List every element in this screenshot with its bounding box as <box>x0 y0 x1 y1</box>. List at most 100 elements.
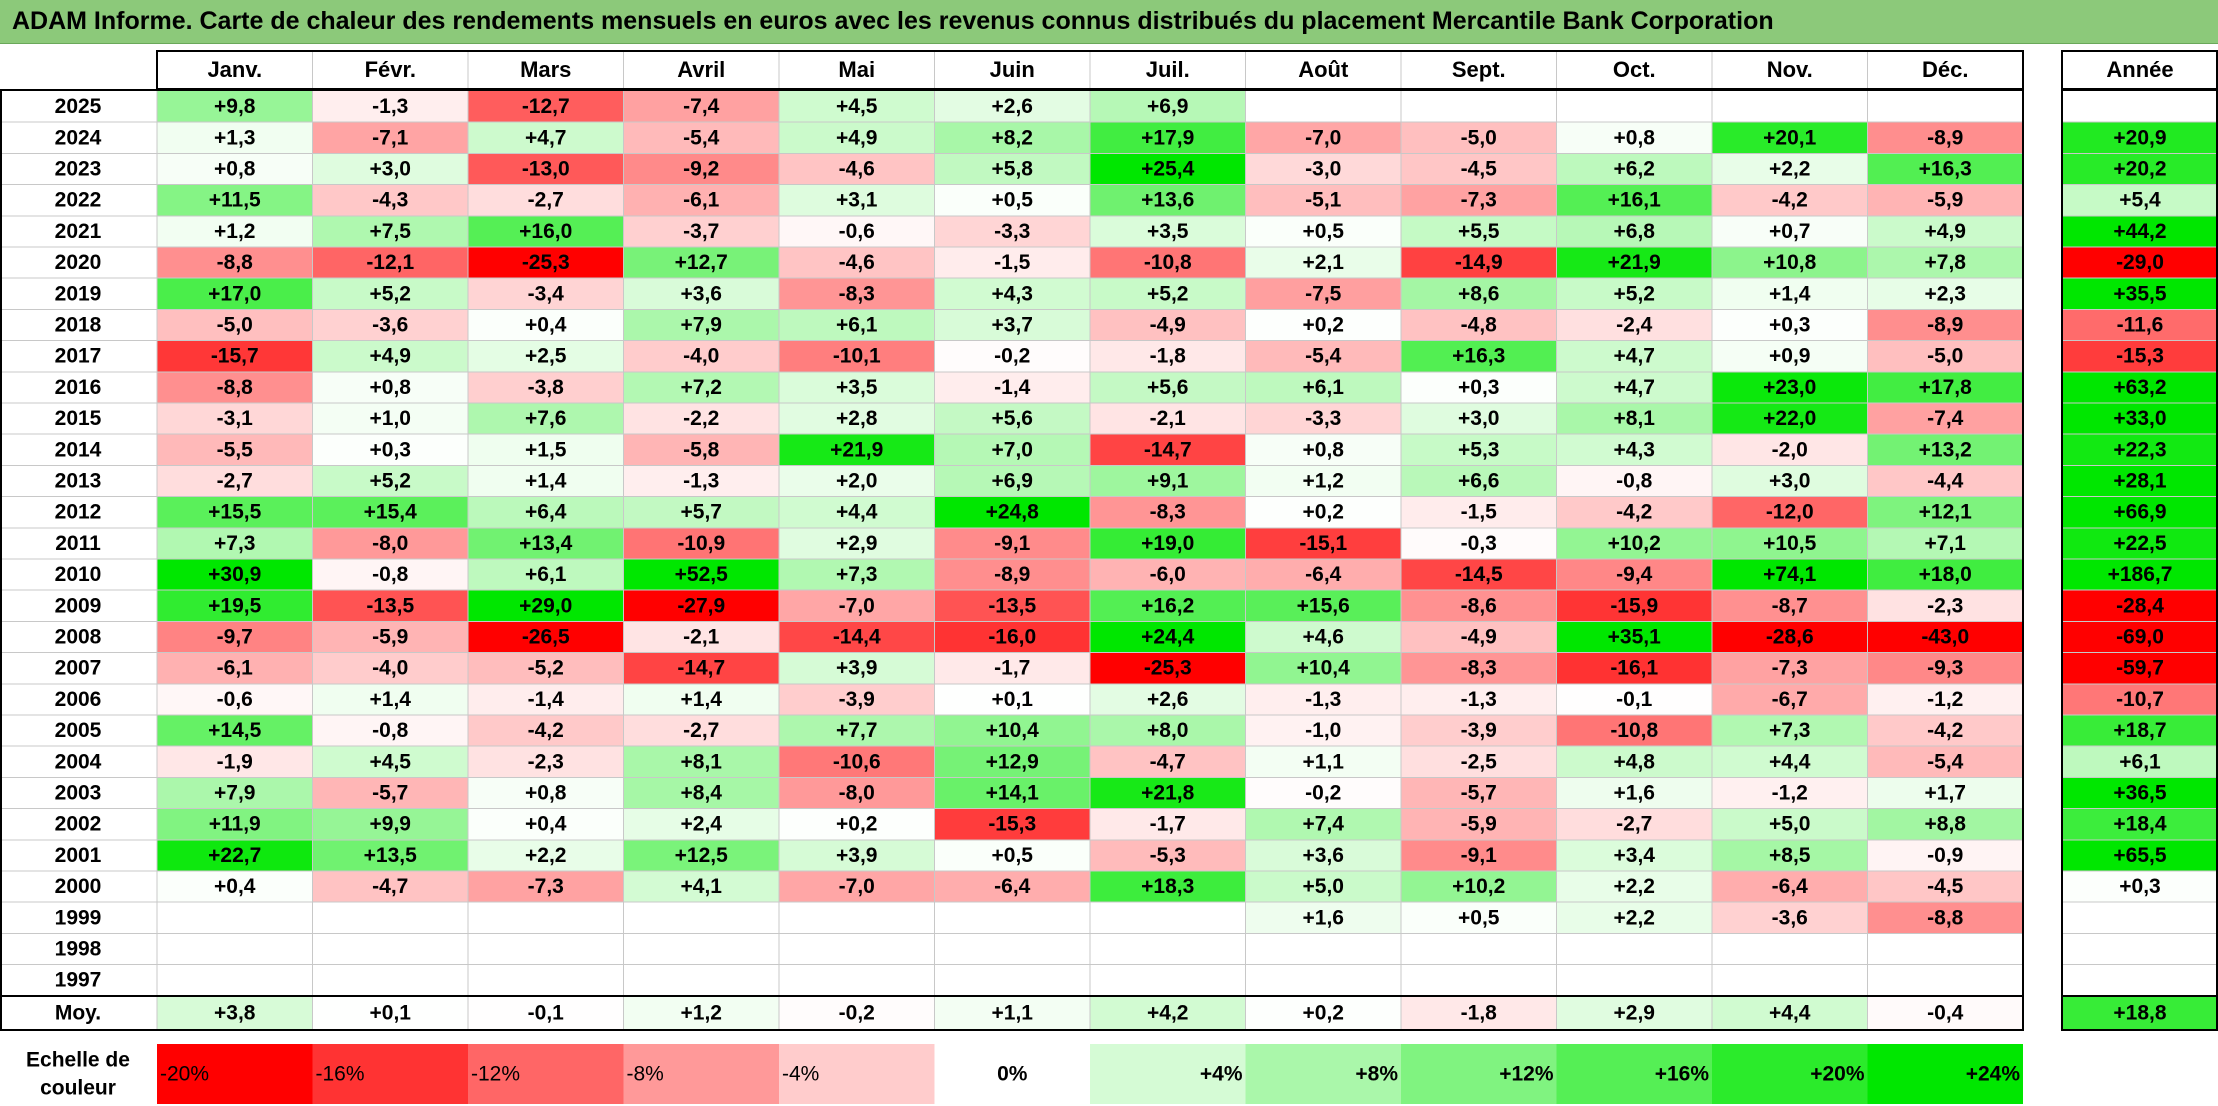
column-header: Mai <box>838 57 875 82</box>
cell-value: +4,9 <box>370 345 411 368</box>
cell-value: +6,4 <box>525 501 567 524</box>
annual-value: +33,0 <box>2113 407 2166 430</box>
cell-value: +5,6 <box>992 407 1033 430</box>
heatmap-cell <box>1867 91 2023 123</box>
heatmap-cell <box>1401 902 1557 934</box>
heatmap-cell <box>1090 590 1246 622</box>
cell-value: -12,7 <box>522 95 570 118</box>
heatmap-cell <box>157 777 313 809</box>
cell-value: +30,9 <box>208 563 261 586</box>
heatmap-cell <box>1712 746 1868 778</box>
cell-value: -1,3 <box>683 470 719 493</box>
heatmap-cell <box>312 496 468 528</box>
cell-value: +4,7 <box>1614 376 1655 399</box>
cell-value: +16,2 <box>1141 594 1194 617</box>
heatmap-cell <box>1401 871 1557 903</box>
row-year: 2012 <box>55 501 102 524</box>
row-year: 2004 <box>55 750 102 773</box>
row-year: 1997 <box>55 969 102 992</box>
cell-value: -4,6 <box>839 251 875 274</box>
annual-value: -28,4 <box>2116 594 2164 617</box>
heatmap-cell <box>1090 527 1246 559</box>
cell-value: +3,7 <box>992 314 1033 337</box>
heatmap-cell <box>623 122 779 154</box>
heatmap-cell <box>1245 465 1401 497</box>
annual-cell <box>2062 309 2218 341</box>
heatmap-cell <box>934 153 1090 185</box>
heatmap-cell <box>157 371 313 403</box>
column-header: Avril <box>677 57 725 82</box>
cell-value: -7,5 <box>1305 282 1342 305</box>
annual-cell <box>2062 621 2218 653</box>
heatmap-cell <box>157 527 313 559</box>
cell-value: +8,5 <box>1769 844 1811 867</box>
cell-value: +6,8 <box>1614 220 1656 243</box>
heatmap-cell <box>1867 184 2023 216</box>
heatmap-cell <box>779 496 935 528</box>
row-year: 2005 <box>55 719 102 742</box>
heatmap-cell <box>1712 964 1868 996</box>
heatmap-cell <box>1401 715 1557 747</box>
cell-value: -4,5 <box>1927 875 1964 898</box>
cell-value: -8,9 <box>994 563 1030 586</box>
cell-value: -25,3 <box>1144 657 1192 680</box>
cell-value: +19,0 <box>1141 532 1194 555</box>
header-border <box>156 50 2024 90</box>
cell-value: +5,2 <box>1614 282 1655 305</box>
heatmap-cell <box>1556 247 1712 279</box>
average-value: +2,9 <box>1614 1002 1655 1025</box>
cell-value: +1,2 <box>214 220 255 243</box>
cell-value: +6,6 <box>1458 470 1499 493</box>
cell-value: +3,6 <box>681 282 722 305</box>
heatmap-cell <box>1867 496 2023 528</box>
heatmap-cell <box>934 683 1090 715</box>
heatmap-cell <box>934 902 1090 934</box>
heatmap-cell <box>312 247 468 279</box>
column-header: Déc. <box>1922 57 1968 82</box>
annual-value: +28,1 <box>2113 470 2166 493</box>
scale-label: -20% <box>160 1063 209 1086</box>
cell-value: +5,8 <box>992 158 1034 181</box>
average-cell <box>468 996 624 1030</box>
cell-value: +1,3 <box>214 126 255 149</box>
cell-value: -2,3 <box>528 750 564 773</box>
heatmap-cell <box>1556 278 1712 310</box>
heatmap-cell <box>157 184 313 216</box>
cell-value: +15,6 <box>1297 594 1350 617</box>
heatmap-cell <box>1090 278 1246 310</box>
heatmap-cell <box>468 808 624 840</box>
heatmap-cell <box>468 715 624 747</box>
cell-value: +1,0 <box>370 407 411 430</box>
average-value: +0,1 <box>370 1002 412 1025</box>
heatmap-cell <box>1245 527 1401 559</box>
heatmap-cell <box>1090 91 1246 123</box>
annual-cell <box>2062 902 2218 934</box>
heatmap-cell <box>1712 247 1868 279</box>
cell-value: +35,1 <box>1608 626 1661 649</box>
cell-value: +9,9 <box>370 813 411 836</box>
cell-value: -5,0 <box>217 314 253 337</box>
heatmap-cell <box>468 122 624 154</box>
cell-value: +0,3 <box>370 438 411 461</box>
heatmap-cell <box>1245 371 1401 403</box>
cell-value: +4,4 <box>836 501 878 524</box>
heatmap-cell <box>1401 122 1557 154</box>
annual-value: +65,5 <box>2113 844 2166 867</box>
cell-value: +1,2 <box>1303 470 1344 493</box>
cell-value: +7,3 <box>836 563 877 586</box>
cell-value: +8,2 <box>992 126 1033 149</box>
cell-value: -2,5 <box>1461 750 1498 773</box>
annual-cell <box>2062 683 2218 715</box>
scale-label: 0% <box>997 1063 1028 1086</box>
heatmap-cell <box>934 527 1090 559</box>
heatmap-cell <box>934 933 1090 965</box>
heatmap-cell <box>779 683 935 715</box>
heatmap-cell <box>1712 777 1868 809</box>
cell-value: -3,7 <box>683 220 719 243</box>
cell-value: -12,1 <box>366 251 414 274</box>
heatmap-cell <box>934 621 1090 653</box>
cell-value: -1,3 <box>372 95 408 118</box>
heatmap-cell <box>468 559 624 591</box>
cell-value: +8,4 <box>681 782 723 805</box>
heatmap-cell <box>1556 215 1712 247</box>
